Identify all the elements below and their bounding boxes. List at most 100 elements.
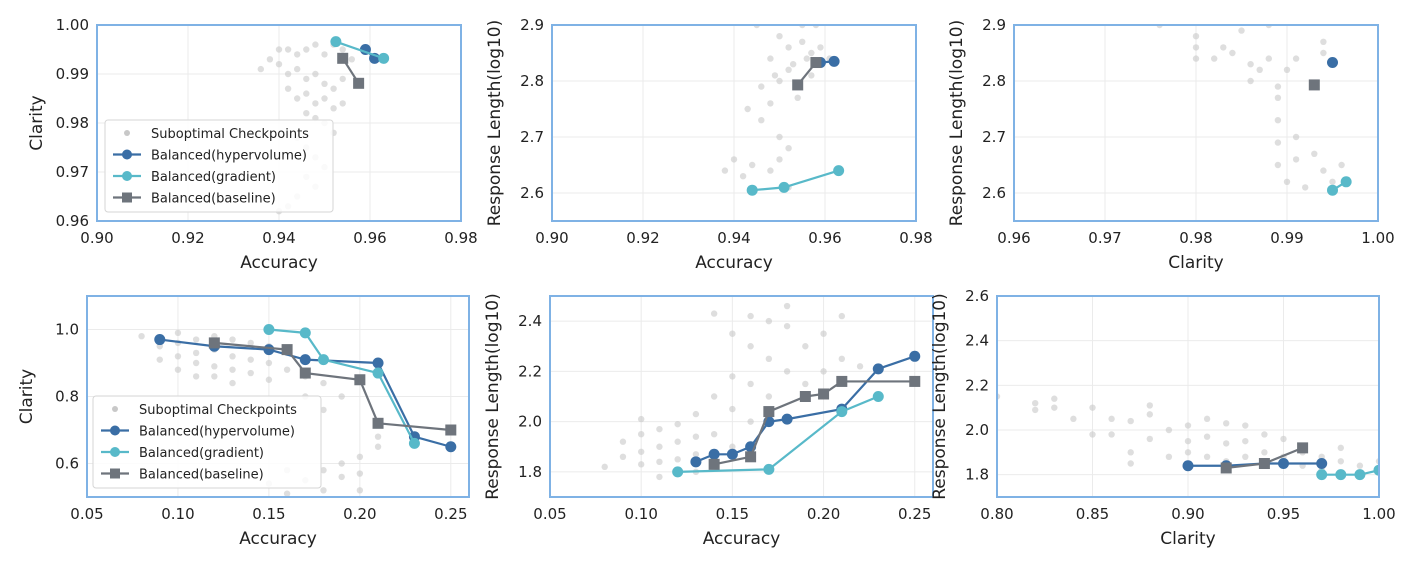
suboptimal-point	[771, 72, 779, 79]
suboptimal-point	[1337, 458, 1345, 465]
suboptimal-point	[266, 56, 274, 63]
y-tick-label: 0.96	[56, 212, 89, 230]
series-point	[872, 363, 884, 375]
suboptimal-point	[729, 405, 736, 413]
series-line	[713, 380, 915, 466]
suboptimal-point	[1274, 117, 1282, 124]
suboptimal-point	[619, 438, 627, 445]
y-tick-label: 2.4	[518, 312, 542, 330]
series-point	[763, 463, 775, 475]
x-tick-label: 0.20	[807, 505, 840, 523]
legend: Suboptimal Checkpoints Balanced(hypervolu…	[92, 395, 322, 489]
y-tick-label: 0.98	[56, 114, 89, 132]
suboptimal-point	[1032, 400, 1039, 407]
chart-panel-1: 0.90 0.92 0.94 0.96 0.98 0.96 0.97 0.98 0.99 1.00…	[27, 16, 478, 273]
series-point	[408, 437, 420, 449]
series-point	[836, 406, 848, 418]
y-tick-label: 2.4	[965, 332, 989, 350]
suboptimal-point	[803, 55, 810, 62]
chart-panel-3: 0.96 0.97 0.98 0.99 1.00 2.6 2.7 2.8 2.9 Clarity R…	[947, 16, 1395, 273]
series-point	[1258, 458, 1270, 469]
suboptimal-point	[1242, 437, 1249, 445]
suboptimal-point	[1261, 449, 1268, 456]
series-line	[335, 40, 385, 60]
suboptimal-point	[1089, 431, 1096, 438]
series-point	[763, 406, 775, 418]
y-tick-label: 2.9	[982, 16, 1006, 34]
x-tick-label: 1.00	[1362, 505, 1395, 523]
x-tick-label: 0.05	[70, 505, 103, 523]
y-tick-label: 2.8	[520, 72, 544, 90]
y-tick-label: 1.8	[518, 463, 542, 481]
suboptimal-point	[1165, 426, 1173, 434]
suboptimal-point	[1274, 83, 1282, 90]
suboptimal-point	[374, 433, 382, 440]
series-point	[778, 181, 790, 193]
suboptimal-point	[1242, 422, 1249, 429]
legend-marker	[122, 149, 132, 160]
suboptimal-point	[283, 366, 291, 373]
suboptimal-point	[303, 46, 310, 53]
suboptimal-point	[229, 336, 236, 343]
suboptimal-point	[838, 355, 846, 363]
suboptimal-point	[330, 105, 337, 112]
suboptimal-point	[1320, 38, 1327, 45]
x-tick-label: 0.94	[717, 229, 750, 247]
plot-frame	[86, 295, 470, 498]
suboptimal-point	[1223, 420, 1230, 427]
suboptimal-point	[211, 373, 218, 380]
y-axis-label: Clarity	[17, 369, 37, 424]
suboptimal-point	[1127, 417, 1134, 425]
plot-frame	[549, 295, 934, 498]
suboptimal-point	[808, 49, 815, 57]
series-point	[799, 391, 811, 402]
suboptimal-point	[799, 38, 806, 45]
x-tick-label: 0.98	[444, 229, 477, 247]
suboptimal-point	[692, 451, 700, 458]
x-tick-label: 0.97	[1088, 229, 1121, 247]
series-point	[281, 344, 293, 356]
suboptimal-point	[275, 60, 283, 68]
suboptimal-point	[312, 100, 319, 107]
series-point	[745, 451, 757, 463]
suboptimal-point	[785, 66, 792, 74]
x-tick-label: 0.20	[343, 505, 376, 523]
suboptimal-point	[802, 380, 809, 388]
series-point	[299, 354, 311, 366]
y-tick-label: 0.8	[55, 388, 79, 406]
series-point	[1327, 184, 1338, 196]
suboptimal-point	[174, 329, 182, 337]
x-axis-label: Clarity	[1160, 529, 1215, 549]
suboptimal-point	[637, 461, 645, 468]
series-point	[1335, 469, 1347, 481]
y-axis-label: Clarity	[27, 95, 47, 150]
suboptimal-point	[1356, 462, 1364, 469]
x-tick-label: 0.96	[353, 229, 386, 247]
y-tick-label: 2.8	[982, 72, 1006, 90]
suboptimal-point	[758, 117, 765, 124]
suboptimal-point	[710, 393, 718, 400]
suboptimal-point	[820, 330, 827, 337]
y-tick-label: 2.6	[965, 287, 989, 305]
chart-panel-4: 0.05 0.10 0.15 0.20 0.25 0.6 0.8 1.0 Accuracy Cla…	[17, 295, 470, 549]
legend-marker	[110, 468, 120, 479]
y-tick-label: 1.8	[965, 466, 989, 484]
suboptimal-point	[1283, 66, 1291, 74]
series-point	[726, 448, 738, 460]
suboptimal-point	[730, 156, 738, 163]
suboptimal-point	[320, 487, 327, 494]
series-point	[1308, 79, 1320, 91]
legend-entry-label: Balanced(baseline)	[139, 468, 264, 483]
series-point	[1354, 469, 1366, 481]
suboptimal-point	[817, 44, 824, 51]
x-tick-label: 0.15	[252, 505, 285, 523]
x-tick-label: 0.92	[171, 229, 204, 247]
series-point	[781, 413, 793, 425]
suboptimal-point	[747, 343, 754, 350]
suboptimal-point	[321, 80, 328, 88]
series-point	[372, 357, 384, 369]
suboptimal-point	[1184, 449, 1192, 456]
suboptimal-point	[338, 460, 345, 467]
suboptimal-point	[1229, 49, 1236, 57]
suboptimal-point	[356, 453, 364, 460]
